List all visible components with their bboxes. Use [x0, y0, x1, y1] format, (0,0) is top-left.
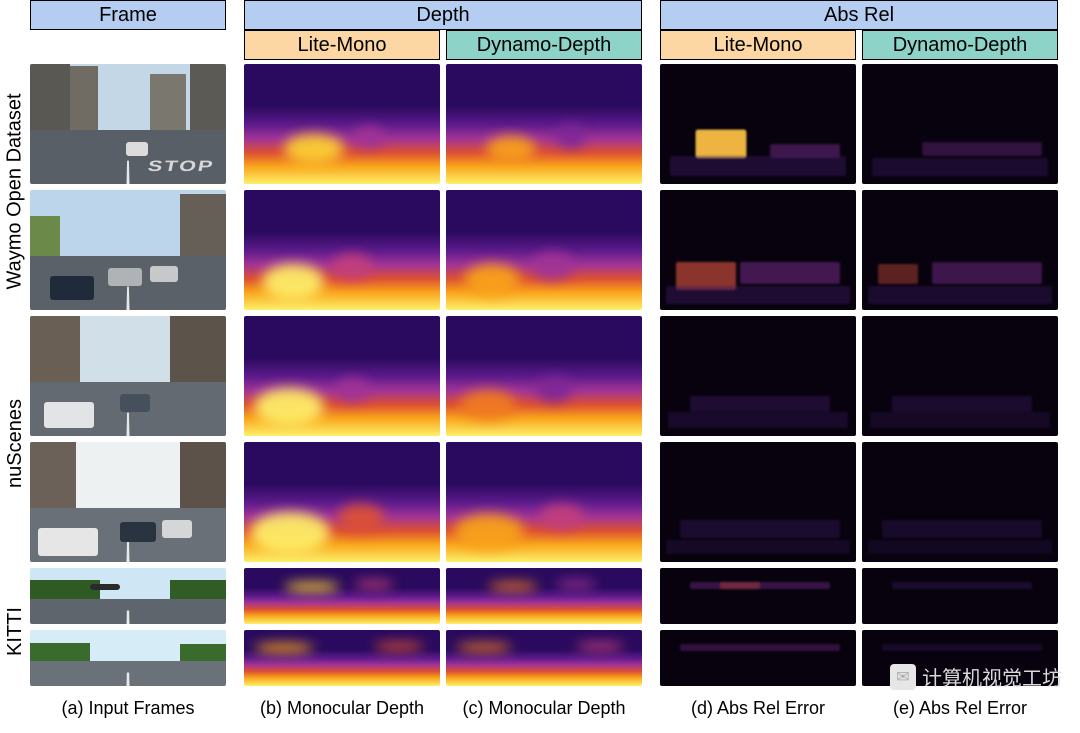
cell-nuscenes-r0-absrel_dynamo: [862, 316, 1058, 436]
cell-kitti-r1-absrel_dynamo: [862, 630, 1058, 686]
caption-frame: (a) Input Frames: [30, 692, 226, 719]
image-row: [30, 190, 1080, 310]
caption-absrel_dynamo: (e) Abs Rel Error: [862, 692, 1058, 719]
cell-nuscenes-r0-depth_dynamo: [446, 316, 642, 436]
image-row: [30, 630, 1080, 686]
cell-kitti-r0-absrel_dynamo: [862, 568, 1058, 624]
subheader-lite-mono: Lite-Mono: [660, 30, 856, 60]
cell-kitti-r0-absrel_lite: [660, 568, 856, 624]
caption-absrel_lite: (d) Abs Rel Error: [660, 692, 856, 719]
cell-nuscenes-r0-frame: [30, 316, 226, 436]
figure-grid: FrameDepthAbs Rel Lite-MonoDynamo-DepthL…: [0, 0, 1080, 719]
cell-kitti-r1-absrel_lite: [660, 630, 856, 686]
cell-waymo-r1-absrel_lite: [660, 190, 856, 310]
image-row: [30, 442, 1080, 562]
subheader-dynamo-depth: Dynamo-Depth: [446, 30, 642, 60]
header-depth: Depth: [244, 0, 642, 30]
caption-depth_dynamo: (c) Monocular Depth: [446, 692, 642, 719]
subheader-lite-mono: Lite-Mono: [244, 30, 440, 60]
cell-waymo-r1-depth_lite: [244, 190, 440, 310]
cell-waymo-r1-absrel_dynamo: [862, 190, 1058, 310]
header-abs-rel: Abs Rel: [660, 0, 1058, 30]
cell-waymo-r0-depth_lite: [244, 64, 440, 184]
cell-nuscenes-r1-depth_lite: [244, 442, 440, 562]
cell-waymo-r1-frame: [30, 190, 226, 310]
content-rows: STOP: [30, 64, 1080, 686]
cell-nuscenes-r1-frame: [30, 442, 226, 562]
cell-nuscenes-r1-absrel_dynamo: [862, 442, 1058, 562]
cell-kitti-r1-depth_dynamo: [446, 630, 642, 686]
subheader-row: Lite-MonoDynamo-DepthLite-MonoDynamo-Dep…: [0, 30, 1080, 60]
cell-kitti-r1-depth_lite: [244, 630, 440, 686]
row-group-label-nuscenes: nuScenes: [0, 320, 30, 566]
image-row: STOP: [30, 64, 1080, 184]
cell-waymo-r0-absrel_dynamo: [862, 64, 1058, 184]
row-group-label-waymo: Waymo Open Dataset: [0, 68, 30, 314]
caption-depth_lite: (b) Monocular Depth: [244, 692, 440, 719]
cell-waymo-r0-absrel_lite: [660, 64, 856, 184]
row-group-label-kitti: KITTI: [0, 572, 30, 690]
cell-kitti-r0-depth_lite: [244, 568, 440, 624]
image-row: [30, 316, 1080, 436]
subheader-spacer: [0, 30, 30, 60]
cell-nuscenes-r0-absrel_lite: [660, 316, 856, 436]
cell-nuscenes-r1-depth_dynamo: [446, 442, 642, 562]
header-frame: Frame: [30, 0, 226, 30]
caption-row: (a) Input Frames (b) Monocular Depth(c) M…: [30, 692, 1080, 719]
subheader-dynamo-depth: Dynamo-Depth: [862, 30, 1058, 60]
header-spacer: [0, 0, 30, 30]
cell-nuscenes-r1-absrel_lite: [660, 442, 856, 562]
image-row: [30, 568, 1080, 624]
cell-waymo-r0-frame: STOP: [30, 64, 226, 184]
cell-kitti-r0-depth_dynamo: [446, 568, 642, 624]
cell-kitti-r0-frame: [30, 568, 226, 624]
cell-waymo-r1-depth_dynamo: [446, 190, 642, 310]
subheader-empty: [30, 30, 226, 60]
cell-waymo-r0-depth_dynamo: [446, 64, 642, 184]
cell-kitti-r1-frame: [30, 630, 226, 686]
header-row: Frame Depth Abs Rel: [0, 0, 1080, 30]
cell-nuscenes-r0-depth_lite: [244, 316, 440, 436]
